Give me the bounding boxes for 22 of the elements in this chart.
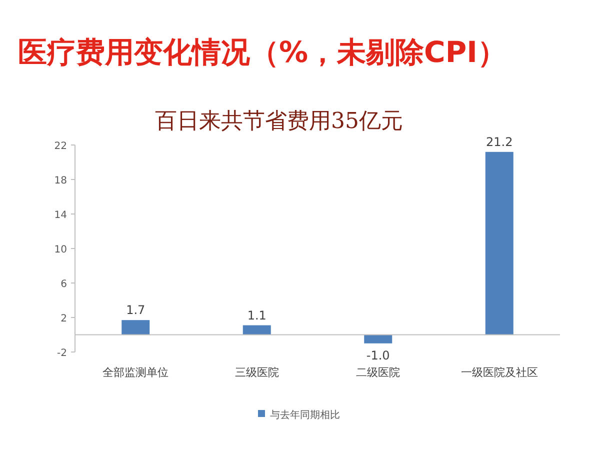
data-label: 21.2 <box>486 134 513 149</box>
x-tick-label: 一级医院及社区 <box>460 366 538 379</box>
x-tick-label: 全部监测单位 <box>102 366 169 379</box>
y-tick-label: 22 <box>54 141 67 152</box>
data-label: 1.7 <box>126 303 146 318</box>
y-tick-label: 6 <box>60 279 67 290</box>
x-tick-label: 三级医院 <box>234 366 279 379</box>
y-tick-label: -2 <box>57 348 67 359</box>
chart-title: 医疗费用变化情况（%，未剔除CPI） <box>18 35 506 69</box>
x-tick-label: 二级医院 <box>356 366 400 379</box>
legend-label: 与去年同期相比 <box>270 409 340 421</box>
bar <box>485 152 514 335</box>
y-tick-label: 18 <box>54 176 67 186</box>
y-tick-label: 14 <box>54 210 67 221</box>
bar <box>364 334 392 344</box>
y-tick-label: 10 <box>54 244 67 256</box>
bar <box>122 320 150 335</box>
data-label: -1.0 <box>366 348 390 362</box>
chart-subtitle: 百日来共节省费用35亿元 <box>155 109 403 134</box>
data-label: 1.1 <box>247 308 266 322</box>
bar <box>242 325 271 335</box>
y-tick-label: 2 <box>60 314 67 324</box>
